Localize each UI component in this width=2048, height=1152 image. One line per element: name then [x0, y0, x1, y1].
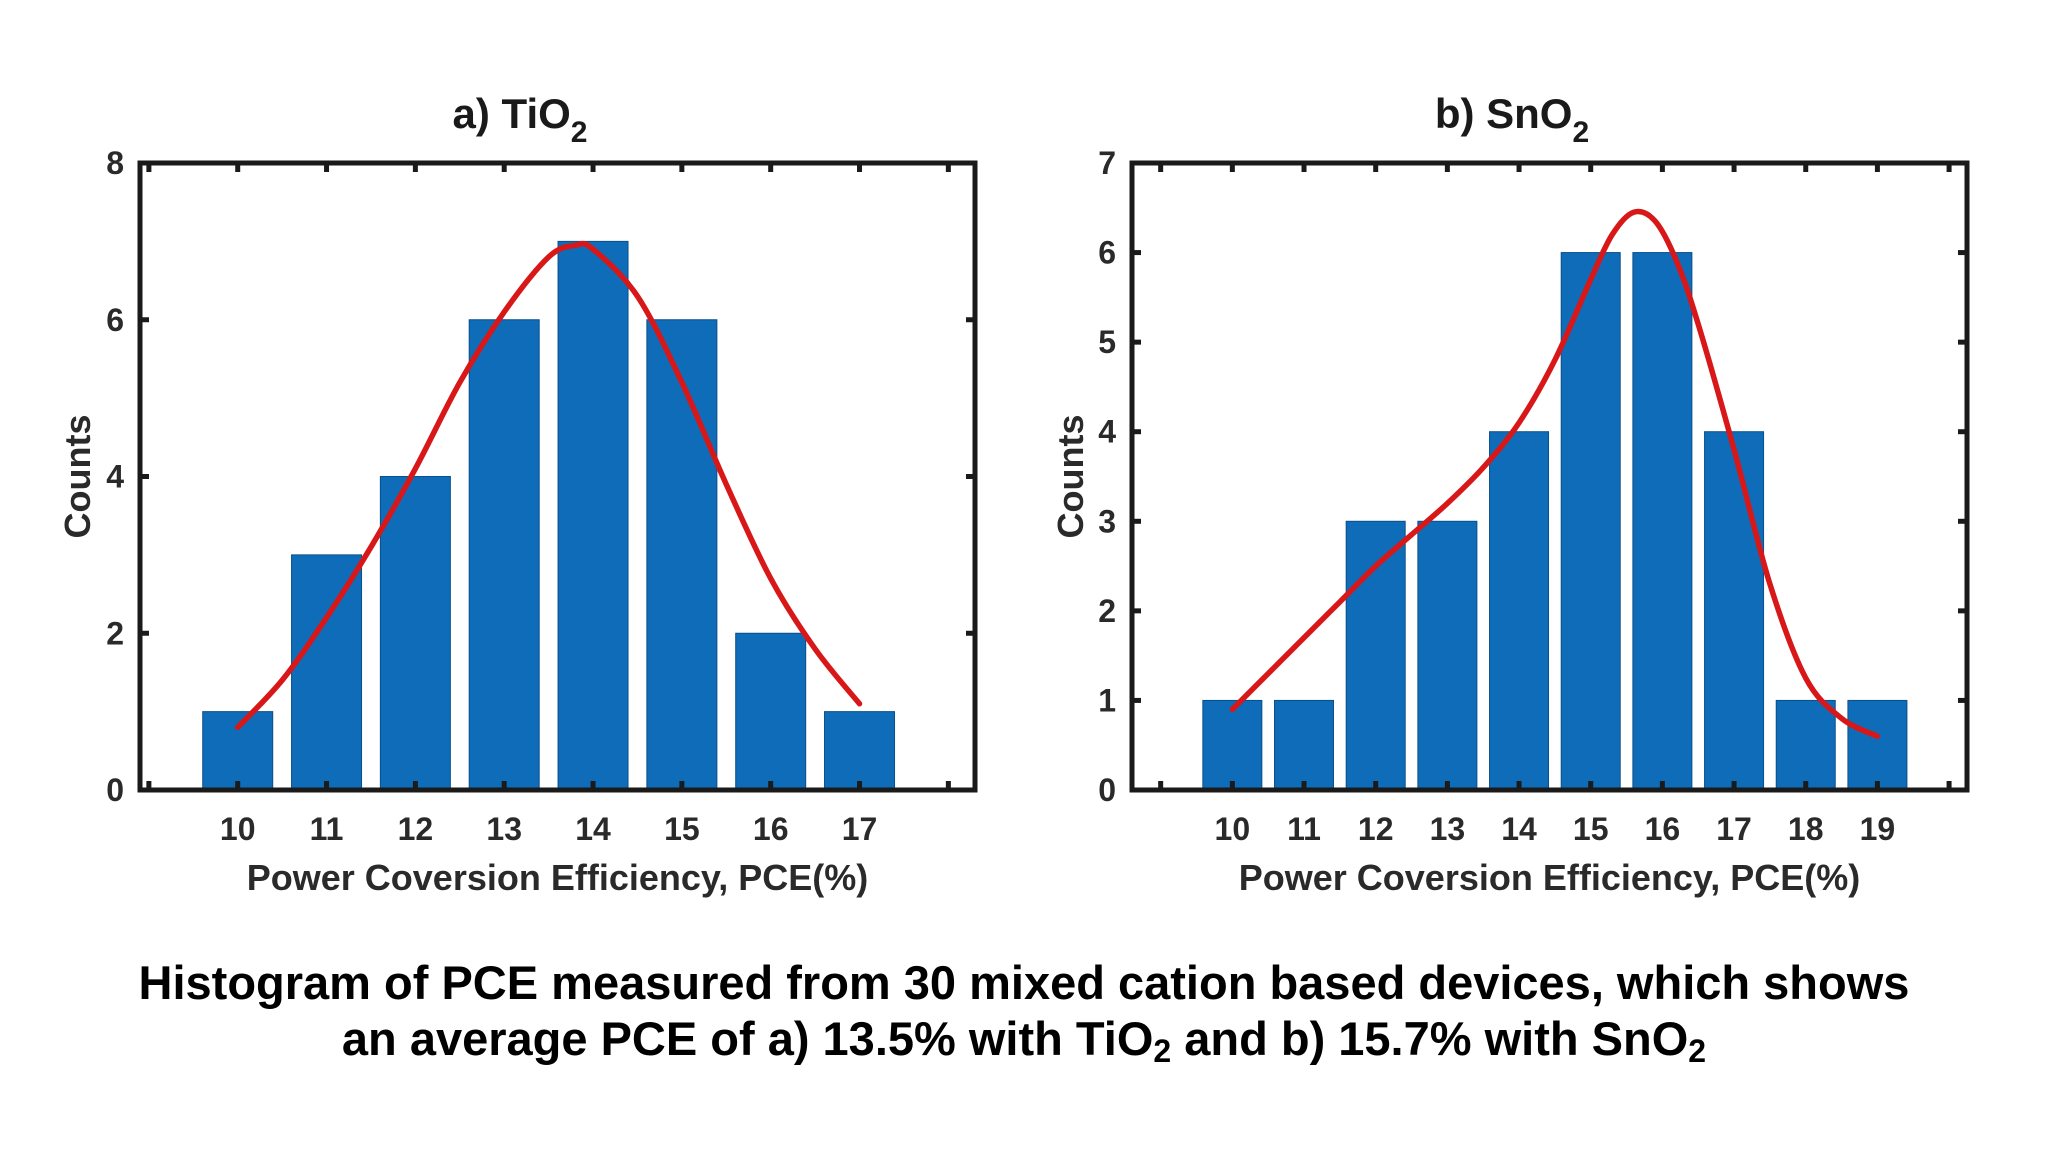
- x-tick-label: 16: [1645, 811, 1681, 847]
- y-axis-label: Counts: [1050, 415, 1091, 539]
- fit-curve: [1229, 208, 1881, 740]
- x-tick-label: 14: [575, 811, 611, 847]
- bar: [379, 476, 451, 791]
- x-tick-label: 12: [398, 811, 434, 847]
- x-tick-label: 15: [1573, 811, 1609, 847]
- x-tick-label: 11: [310, 811, 344, 847]
- y-tick-label: 4: [1098, 414, 1116, 450]
- bar: [557, 240, 629, 791]
- y-tick-label: 1: [1098, 682, 1116, 718]
- figure-caption: Histogram of PCE measured from 30 mixed …: [0, 955, 2048, 1067]
- y-tick-label: 3: [1098, 503, 1116, 539]
- x-tick-label: 10: [1215, 811, 1251, 847]
- bar: [1345, 520, 1406, 791]
- fit-curve: [234, 240, 863, 731]
- x-tick-label: 13: [1430, 811, 1466, 847]
- caption-line-1: Histogram of PCE measured from 30 mixed …: [138, 956, 1910, 1009]
- bar: [1847, 699, 1908, 791]
- x-tick-label: 17: [1716, 811, 1752, 847]
- y-tick-label: 2: [1098, 593, 1116, 629]
- caption-line-2: an average PCE of a) 13.5% with TiO2 and…: [0, 1011, 2048, 1067]
- bar: [291, 554, 363, 791]
- chart-title: a) TiO2: [453, 90, 588, 149]
- x-tick-label: 10: [220, 811, 256, 847]
- chart-title-main: a) TiO: [453, 90, 571, 137]
- bar: [1560, 252, 1621, 791]
- x-tick-label: 13: [486, 811, 522, 847]
- chart-title-subscript: 2: [1572, 116, 1589, 149]
- y-tick-label: 0: [106, 772, 124, 808]
- y-tick-label: 4: [106, 459, 124, 495]
- bar: [646, 319, 718, 791]
- chart-panel-1: 0 2 4 6 8 10 11 12 13 14 15 16 17 Power Coversion Eff…: [57, 90, 978, 898]
- x-tick-label: 14: [1501, 811, 1537, 847]
- x-tick-label: 15: [664, 811, 700, 847]
- x-axis-label: Power Coversion Efficiency, PCE(%): [247, 857, 869, 898]
- y-tick-label: 8: [106, 145, 124, 181]
- y-axis-label: Counts: [57, 415, 98, 539]
- caption-line-2-part-b: and b) 15.7% with SnO: [1171, 1012, 1689, 1065]
- axes-frame: [1129, 160, 1970, 793]
- y-tick-label: 7: [1098, 145, 1116, 181]
- bar: [468, 319, 540, 791]
- x-axis-label: Power Coversion Efficiency, PCE(%): [1239, 857, 1861, 898]
- bar: [735, 632, 807, 791]
- x-tick-label: 11: [1287, 811, 1321, 847]
- chart-title-subscript: 2: [571, 116, 588, 149]
- bar: [1632, 252, 1693, 791]
- bar: [824, 711, 896, 791]
- caption-subscript-2: 2: [1688, 1033, 1707, 1069]
- bar: [1489, 431, 1550, 791]
- caption-subscript-1: 2: [1153, 1033, 1172, 1069]
- caption-line-2-part-a: an average PCE of a) 13.5% with TiO: [341, 1012, 1154, 1065]
- chart-title-main: b) SnO: [1435, 90, 1573, 137]
- y-tick-label: 2: [106, 615, 124, 651]
- y-tick-label: 5: [1098, 324, 1116, 360]
- y-tick-label: 6: [106, 302, 124, 338]
- y-tick-label: 0: [1098, 772, 1116, 808]
- x-tick-label: 12: [1358, 811, 1394, 847]
- x-tick-label: 16: [753, 811, 789, 847]
- x-tick-label: 18: [1788, 811, 1824, 847]
- bar: [1202, 699, 1263, 791]
- bar: [1417, 520, 1478, 791]
- chart-title: b) SnO2: [1435, 90, 1589, 149]
- x-tick-label: 17: [842, 811, 878, 847]
- bar: [1704, 431, 1765, 791]
- bar: [1274, 699, 1335, 791]
- y-tick-label: 6: [1098, 235, 1116, 271]
- x-tick-label: 19: [1860, 811, 1896, 847]
- bar: [1775, 699, 1836, 791]
